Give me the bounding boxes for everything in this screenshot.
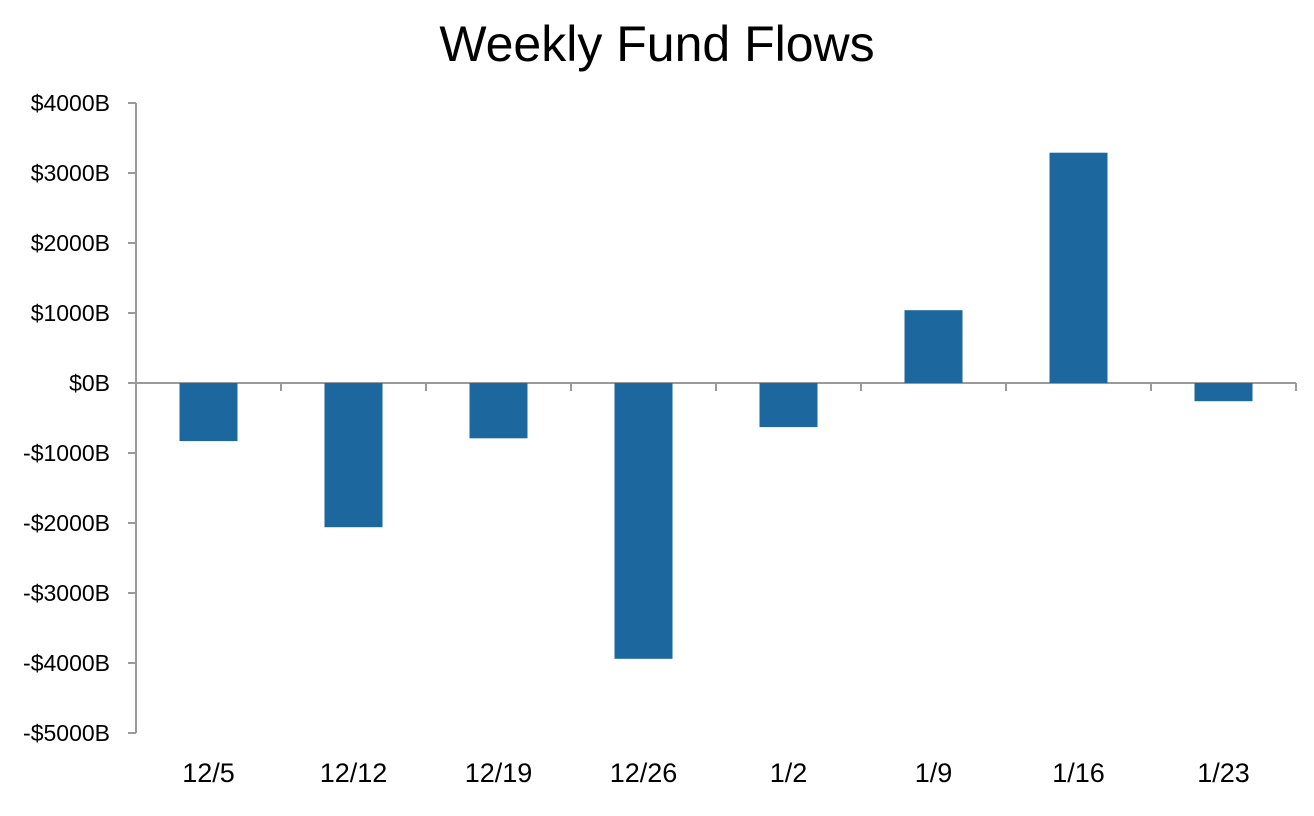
x-tick-label: 1/23 — [1197, 758, 1250, 788]
bar — [1049, 152, 1108, 383]
y-tick-label: $1000B — [31, 300, 110, 326]
bar — [1194, 383, 1253, 402]
bar — [179, 383, 238, 442]
x-tick-label: 12/19 — [465, 758, 533, 788]
category-labels: 12/5 12/12 12/19 12/26 1/2 1/9 1/16 1/23 — [182, 758, 1250, 788]
bar — [324, 383, 383, 528]
y-tick-label: -$3000B — [23, 580, 110, 606]
x-tick-label: 1/2 — [770, 758, 808, 788]
y-axis: $4000B $3000B $2000B $1000B $0B -$1000B -$2000… — [23, 90, 137, 746]
x-tick-label: 12/26 — [610, 758, 678, 788]
x-tick-label: 12/5 — [182, 758, 235, 788]
y-tick-label: $3000B — [31, 160, 110, 186]
y-tick-label: -$5000B — [23, 720, 110, 746]
bar — [904, 310, 963, 383]
bar — [759, 383, 818, 428]
y-tick-label: $4000B — [31, 90, 110, 116]
x-tick-label: 1/9 — [915, 758, 953, 788]
x-tick-label: 1/16 — [1052, 758, 1105, 788]
y-tick-label: $0B — [69, 370, 110, 396]
bar — [469, 383, 528, 439]
y-tick-label: -$4000B — [23, 650, 110, 676]
y-tick-label: -$2000B — [23, 510, 110, 536]
chart-title: Weekly Fund Flows — [439, 16, 875, 72]
x-tick-label: 12/12 — [320, 758, 388, 788]
x-axis — [135, 382, 1297, 391]
y-tick-label: $2000B — [31, 230, 110, 256]
bar — [614, 383, 673, 659]
bars — [179, 152, 1253, 659]
y-tick-label: -$1000B — [23, 440, 110, 466]
